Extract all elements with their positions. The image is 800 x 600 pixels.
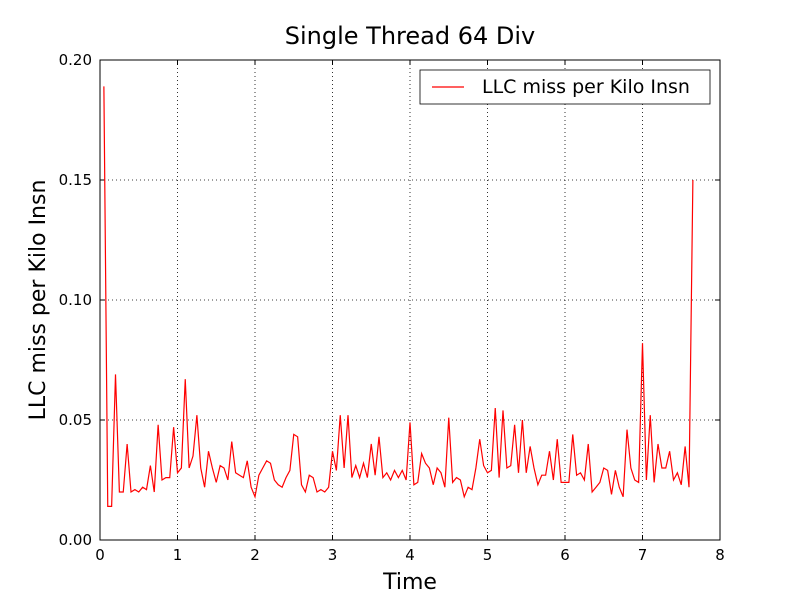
y-tick-label: 0.15 <box>59 171 92 189</box>
x-tick-label: 7 <box>638 546 648 564</box>
x-tick-label: 5 <box>483 546 493 564</box>
y-tick-label: 0.20 <box>59 51 92 69</box>
legend-box <box>419 69 711 105</box>
x-tick-label: 3 <box>328 546 338 564</box>
x-axis-label: Time <box>382 570 437 595</box>
x-tick-label: 6 <box>560 546 570 564</box>
x-tick-label: 1 <box>173 546 183 564</box>
y-tick-label: 0.05 <box>59 411 92 429</box>
legend: LLC miss per Kilo Insn <box>419 69 711 105</box>
legend-label: LLC miss per Kilo Insn <box>482 76 690 98</box>
y-tick-label: 0.00 <box>59 531 92 549</box>
x-tick-label: 2 <box>250 546 260 564</box>
plot-frame <box>99 59 721 541</box>
x-tick-label: 8 <box>715 546 725 564</box>
x-tick-label: 4 <box>405 546 415 564</box>
chart-title: Single Thread 64 Div <box>285 22 535 50</box>
x-tick-label: 0 <box>95 546 105 564</box>
y-tick-label: 0.10 <box>59 291 92 309</box>
data-line <box>103 86 694 507</box>
y-axis-label: LLC miss per Kilo Insn <box>26 180 51 421</box>
